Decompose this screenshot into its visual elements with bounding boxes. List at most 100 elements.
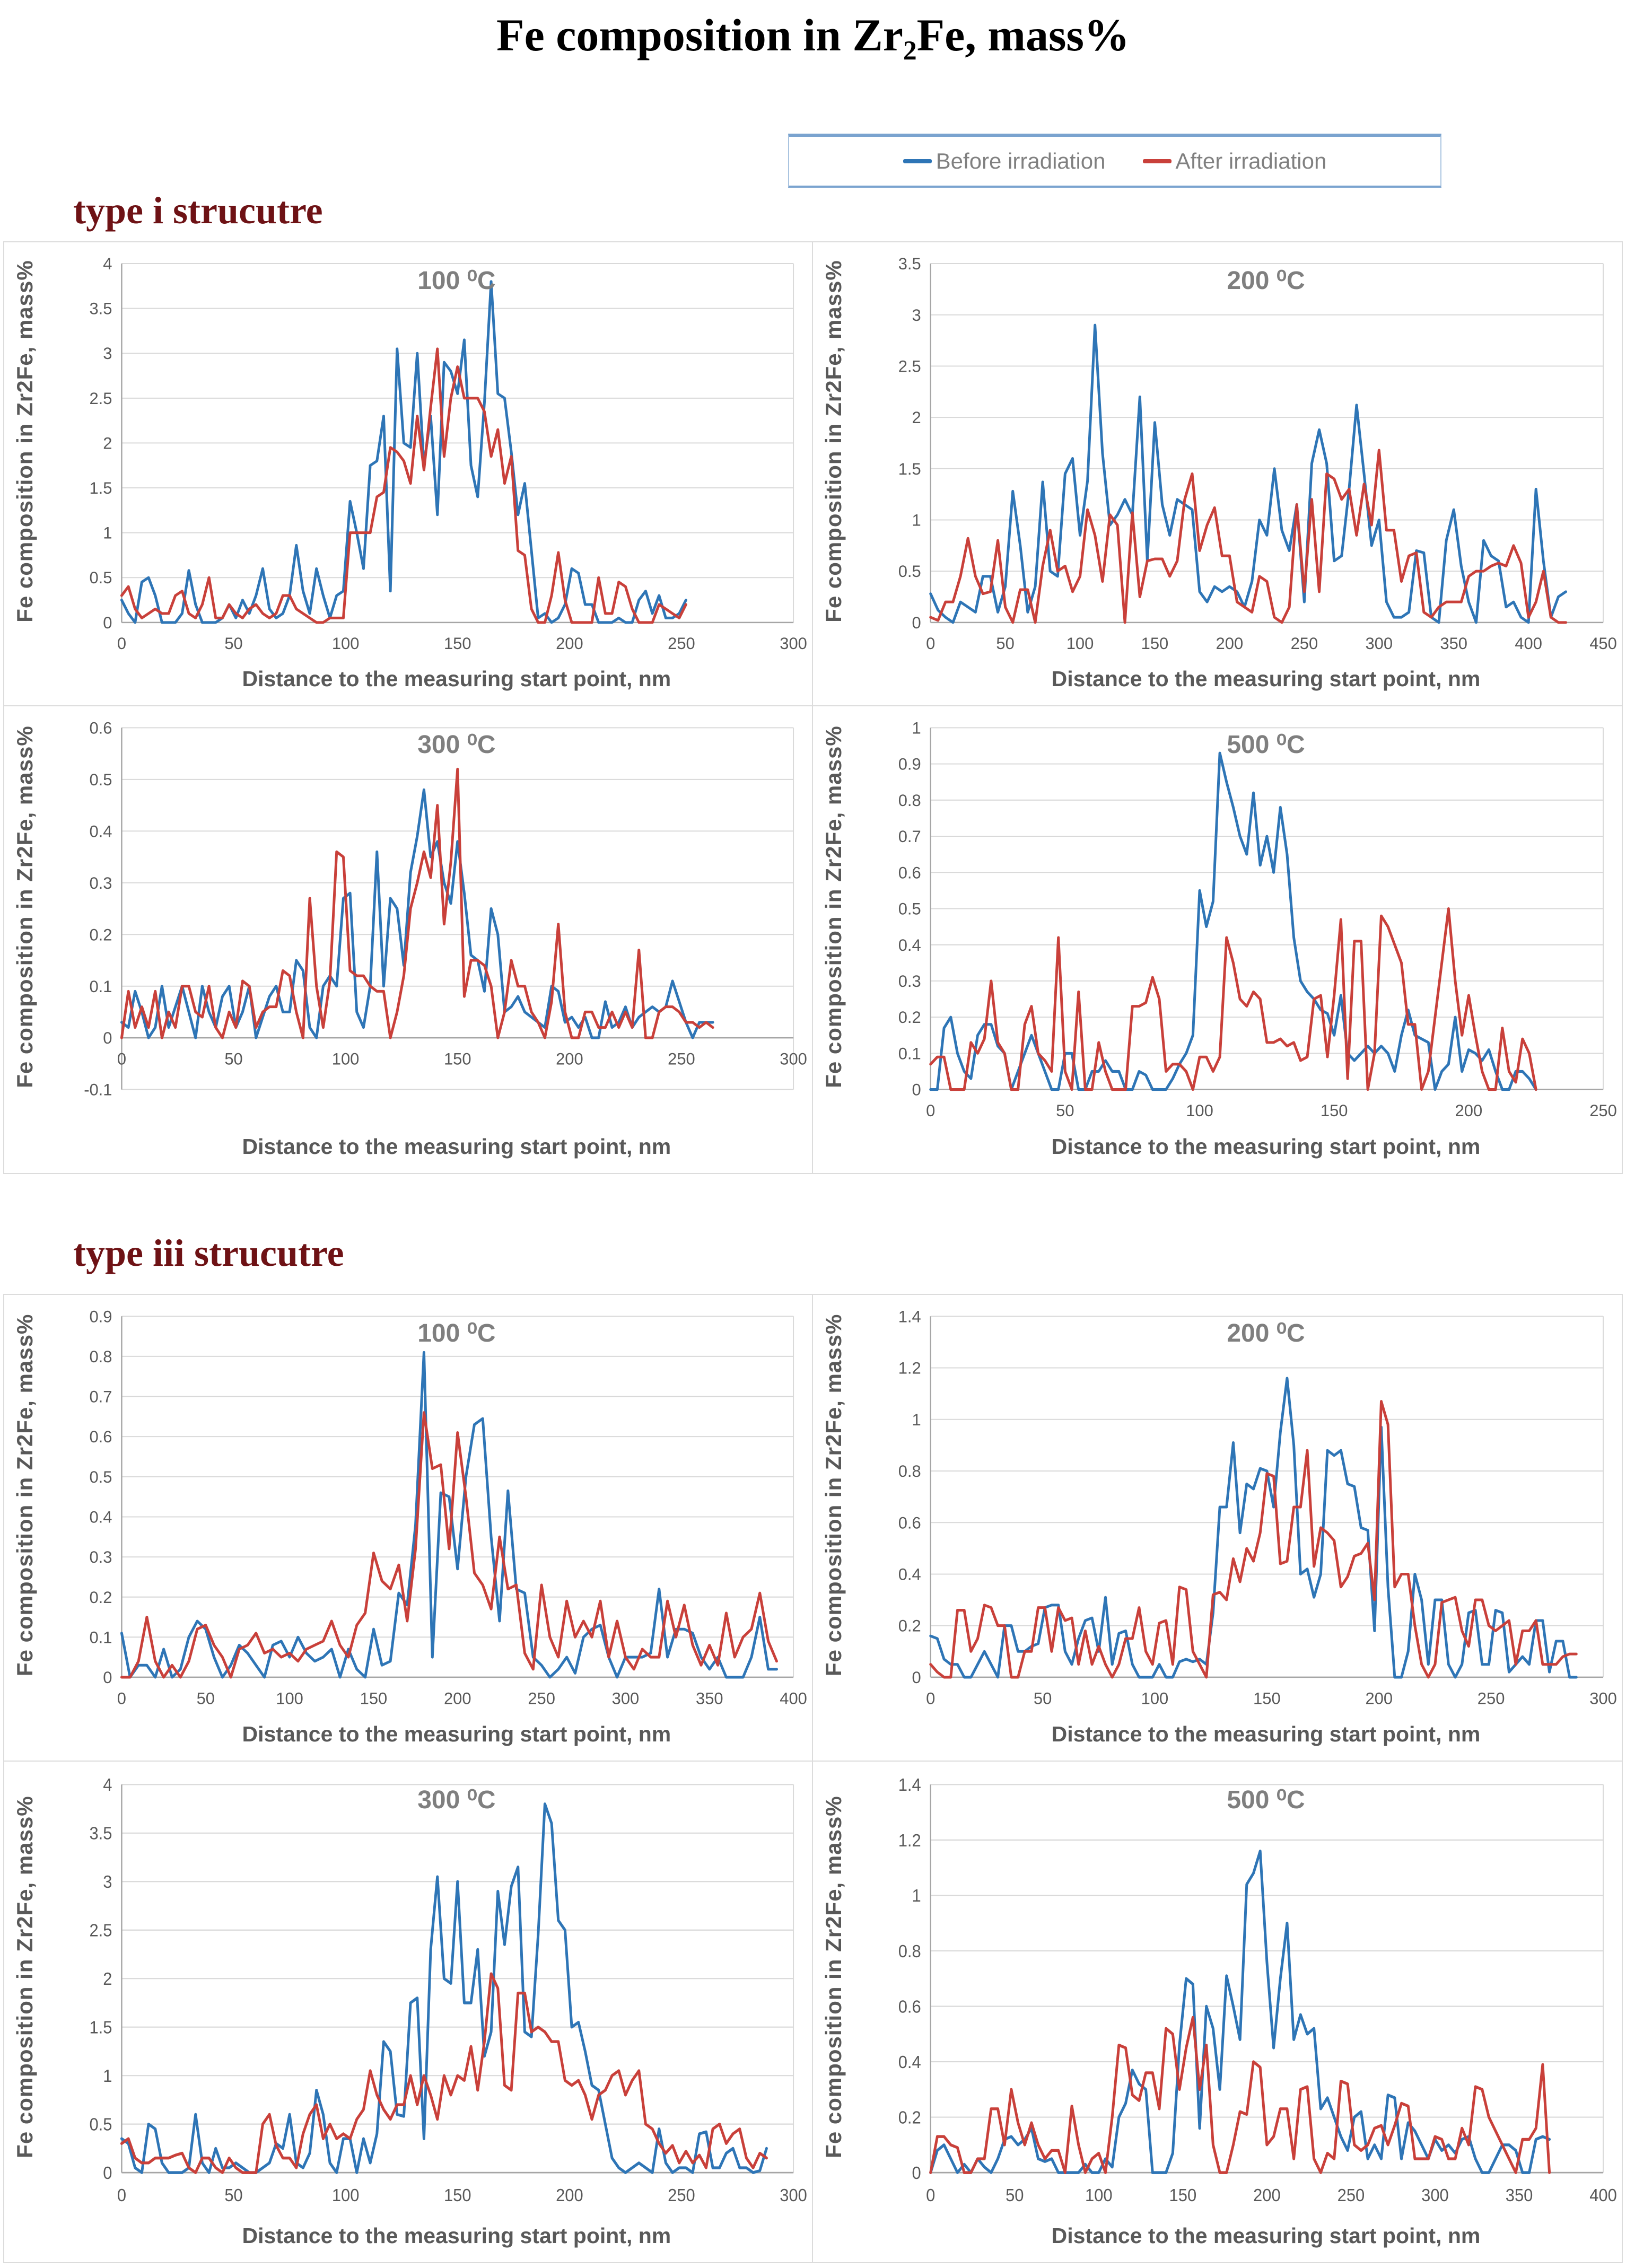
svg-text:0: 0 [117, 1689, 126, 1707]
y-tick-labels: 0 0.1 0.2 0.3 0.4 0.5 0.6 0.7 0.8 0.9 1 [898, 719, 921, 1099]
svg-text:150: 150 [1321, 1101, 1348, 1120]
chart-title: 500 ⁰C [1227, 1786, 1305, 1814]
svg-text:3.5: 3.5 [89, 1824, 112, 1843]
x-tick-labels: 0 50 100 150 200 250 300 350 400 450 [926, 634, 1617, 653]
chart-title: 300 ⁰C [417, 1786, 496, 1814]
gridlines [121, 263, 794, 623]
svg-text:100: 100 [332, 1049, 360, 1068]
series-line-before-irradiation [929, 1850, 1551, 2174]
svg-text:0.5: 0.5 [89, 770, 112, 789]
x-tick-labels: 0 50 100 150 200 250 [926, 1101, 1617, 1120]
series-line-before-irradiation [120, 1802, 768, 2174]
svg-text:1.2: 1.2 [898, 1359, 921, 1378]
x-tick-labels: 0 50 100 150 200 250 300 [926, 1689, 1617, 1707]
series-line-before-irradiation [929, 1377, 1578, 1679]
svg-text:200: 200 [556, 634, 583, 653]
svg-text:200: 200 [1216, 634, 1244, 653]
svg-text:0: 0 [103, 1668, 112, 1687]
svg-text:3: 3 [103, 344, 112, 363]
svg-text:0: 0 [103, 1029, 112, 1047]
svg-text:0.1: 0.1 [898, 1044, 921, 1063]
svg-text:0.6: 0.6 [898, 863, 921, 882]
chart-title: 500 ⁰C [1227, 731, 1305, 759]
series-line-before-irradiation [120, 280, 687, 624]
y-tick-labels: 0 0.1 0.2 0.3 0.4 0.5 0.6 0.7 0.8 0.9 [89, 1307, 112, 1687]
section-title-type-iii: type iii strucutre [73, 1232, 344, 1274]
x-tick-labels: 0 50 100 150 200 250 300 350 400 [926, 2185, 1617, 2205]
axis-lines [930, 1316, 1604, 1678]
series-line-after-irradiation [120, 1411, 778, 1679]
svg-text:1.5: 1.5 [898, 460, 921, 478]
svg-text:2.5: 2.5 [89, 1920, 112, 1940]
svg-text:1.4: 1.4 [898, 1307, 921, 1326]
svg-text:50: 50 [224, 2185, 242, 2205]
svg-text:0.5: 0.5 [89, 568, 112, 587]
svg-text:200: 200 [444, 1689, 471, 1707]
svg-text:50: 50 [1056, 1101, 1074, 1120]
x-tick-labels: 0 50 100 150 200 250 300 [117, 1049, 807, 1068]
svg-text:50: 50 [224, 1049, 242, 1068]
legend-label-before: Before irradiation [936, 148, 1106, 173]
y-tick-labels: 0 0.5 1 1.5 2 2.5 3 3.5 4 [89, 1775, 112, 2183]
svg-text:0.4: 0.4 [898, 2052, 921, 2072]
y-tick-labels: 0 0.2 0.4 0.6 0.8 1 1.2 1.4 [898, 1307, 921, 1687]
svg-text:0: 0 [117, 634, 126, 653]
axis-lines [930, 264, 1604, 624]
x-tick-labels: 0 50 100 150 200 250 300 [117, 634, 807, 653]
svg-text:0.7: 0.7 [898, 827, 921, 846]
before-series-dash-icon [903, 159, 932, 163]
svg-text:4: 4 [103, 255, 112, 273]
svg-text:300: 300 [612, 1689, 640, 1707]
axis-lines [121, 264, 794, 624]
svg-text:2: 2 [103, 1969, 112, 1989]
svg-text:300: 300 [1421, 2185, 1449, 2205]
svg-text:1: 1 [103, 2066, 112, 2086]
x-axis-title: Distance to the measuring start point, n… [1051, 1134, 1481, 1159]
svg-text:400: 400 [1589, 2185, 1617, 2205]
svg-text:200: 200 [556, 1049, 583, 1068]
x-axis-title: Distance to the measuring start point, n… [1051, 2223, 1481, 2248]
svg-text:1: 1 [912, 1886, 921, 1905]
x-axis-title: Distance to the measuring start point, n… [242, 2223, 671, 2248]
svg-text:250: 250 [668, 634, 695, 653]
x-tick-labels: 0 50 100 150 200 250 300 [117, 2185, 807, 2205]
svg-text:0.5: 0.5 [898, 562, 921, 581]
svg-text:50: 50 [197, 1689, 215, 1707]
y-tick-labels: -0.1 0 0.1 0.2 0.3 0.4 0.5 0.6 [84, 719, 112, 1099]
gridlines [930, 263, 1604, 623]
x-axis-title: Distance to the measuring start point, n… [1051, 667, 1481, 691]
svg-text:150: 150 [1169, 2185, 1197, 2205]
svg-text:3: 3 [912, 306, 921, 325]
svg-text:0: 0 [926, 1689, 935, 1707]
svg-text:2: 2 [103, 434, 112, 452]
svg-text:2.5: 2.5 [898, 357, 921, 375]
x-axis-title: Distance to the measuring start point, n… [242, 667, 671, 691]
svg-text:1: 1 [103, 524, 112, 542]
legend-label-after: After irradiation [1175, 148, 1327, 173]
svg-text:0.5: 0.5 [898, 899, 921, 918]
section-title-type-i: type i strucutre [73, 189, 323, 232]
series-line-after-irradiation [929, 907, 1537, 1091]
svg-text:0.3: 0.3 [898, 972, 921, 991]
page-title: Fe composition in Zr₂Fe, mass% [496, 10, 1130, 60]
chart-plot: 0 0.2 0.4 0.6 0.8 1 1.2 1.4 0 50 100 150 200 250 300 [898, 1307, 1617, 1707]
chart-panel-typei-300c: Fe composition in Zr2Fe, mass% 300 ⁰C -0… [4, 706, 813, 1173]
svg-text:0: 0 [926, 1101, 935, 1120]
svg-text:0: 0 [103, 2163, 112, 2183]
svg-text:0: 0 [926, 2185, 935, 2205]
y-tick-labels: 0 0.5 1 1.5 2 2.5 3 3.5 [898, 255, 921, 632]
svg-text:200: 200 [1455, 1101, 1483, 1120]
svg-text:0.8: 0.8 [898, 1462, 921, 1481]
svg-text:0: 0 [912, 614, 921, 632]
svg-text:450: 450 [1589, 634, 1617, 653]
gridlines [121, 1316, 794, 1678]
svg-text:200: 200 [1365, 1689, 1393, 1707]
svg-text:2: 2 [912, 408, 921, 427]
svg-text:2.5: 2.5 [89, 389, 112, 408]
svg-text:100: 100 [1066, 634, 1094, 653]
svg-text:400: 400 [780, 1689, 807, 1707]
chart-title: 100 ⁰C [417, 1319, 496, 1347]
series-line-after-irradiation [120, 767, 714, 1039]
